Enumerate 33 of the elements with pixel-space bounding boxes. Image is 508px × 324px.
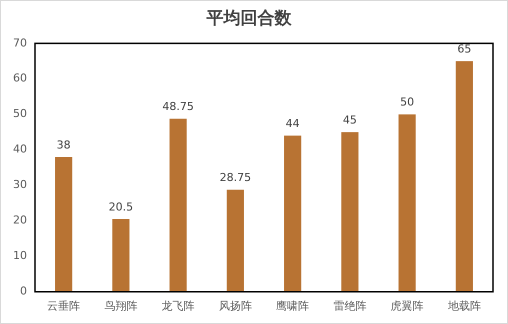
y-tick-label: 0: [20, 284, 27, 298]
x-tick-label: 鸟翔阵: [104, 299, 138, 312]
bar: [112, 219, 130, 292]
data-label: 65: [457, 42, 472, 56]
x-tick-label: 云垂阵: [47, 299, 80, 312]
bar: [170, 118, 187, 292]
data-label: 44: [286, 117, 300, 130]
y-tick-label: 70: [12, 36, 27, 50]
data-label: 50: [400, 96, 414, 109]
y-tick-label: 20: [12, 214, 27, 227]
x-tick-label: 风扬阵: [218, 299, 252, 312]
data-label: 28.75: [220, 171, 252, 184]
y-tick-label: 40: [12, 142, 27, 156]
bar: [398, 114, 416, 292]
y-tick-label: 30: [12, 178, 27, 192]
bar: [226, 190, 244, 292]
data-label: 38: [56, 138, 71, 152]
data-label: 48.75: [162, 100, 194, 114]
bar: [341, 132, 358, 292]
x-tick-label: 龙飞阵: [162, 299, 195, 312]
bar: [55, 156, 72, 292]
bar: [284, 136, 302, 292]
x-tick-label: 雷绝阵: [333, 299, 366, 312]
x-tick-label: 地载阵: [446, 299, 481, 312]
data-label: 20.5: [108, 200, 134, 214]
bar: [456, 61, 473, 292]
x-tick-label: 鹰啸阵: [276, 299, 310, 312]
y-tick-label: 60: [12, 72, 27, 85]
data-label: 45: [342, 113, 357, 126]
y-tick-label: 50: [12, 107, 27, 120]
y-tick-label: 10: [12, 249, 27, 262]
chart-title: 平均回合数: [206, 8, 292, 29]
x-tick-label: 虎翼阵: [390, 299, 424, 312]
